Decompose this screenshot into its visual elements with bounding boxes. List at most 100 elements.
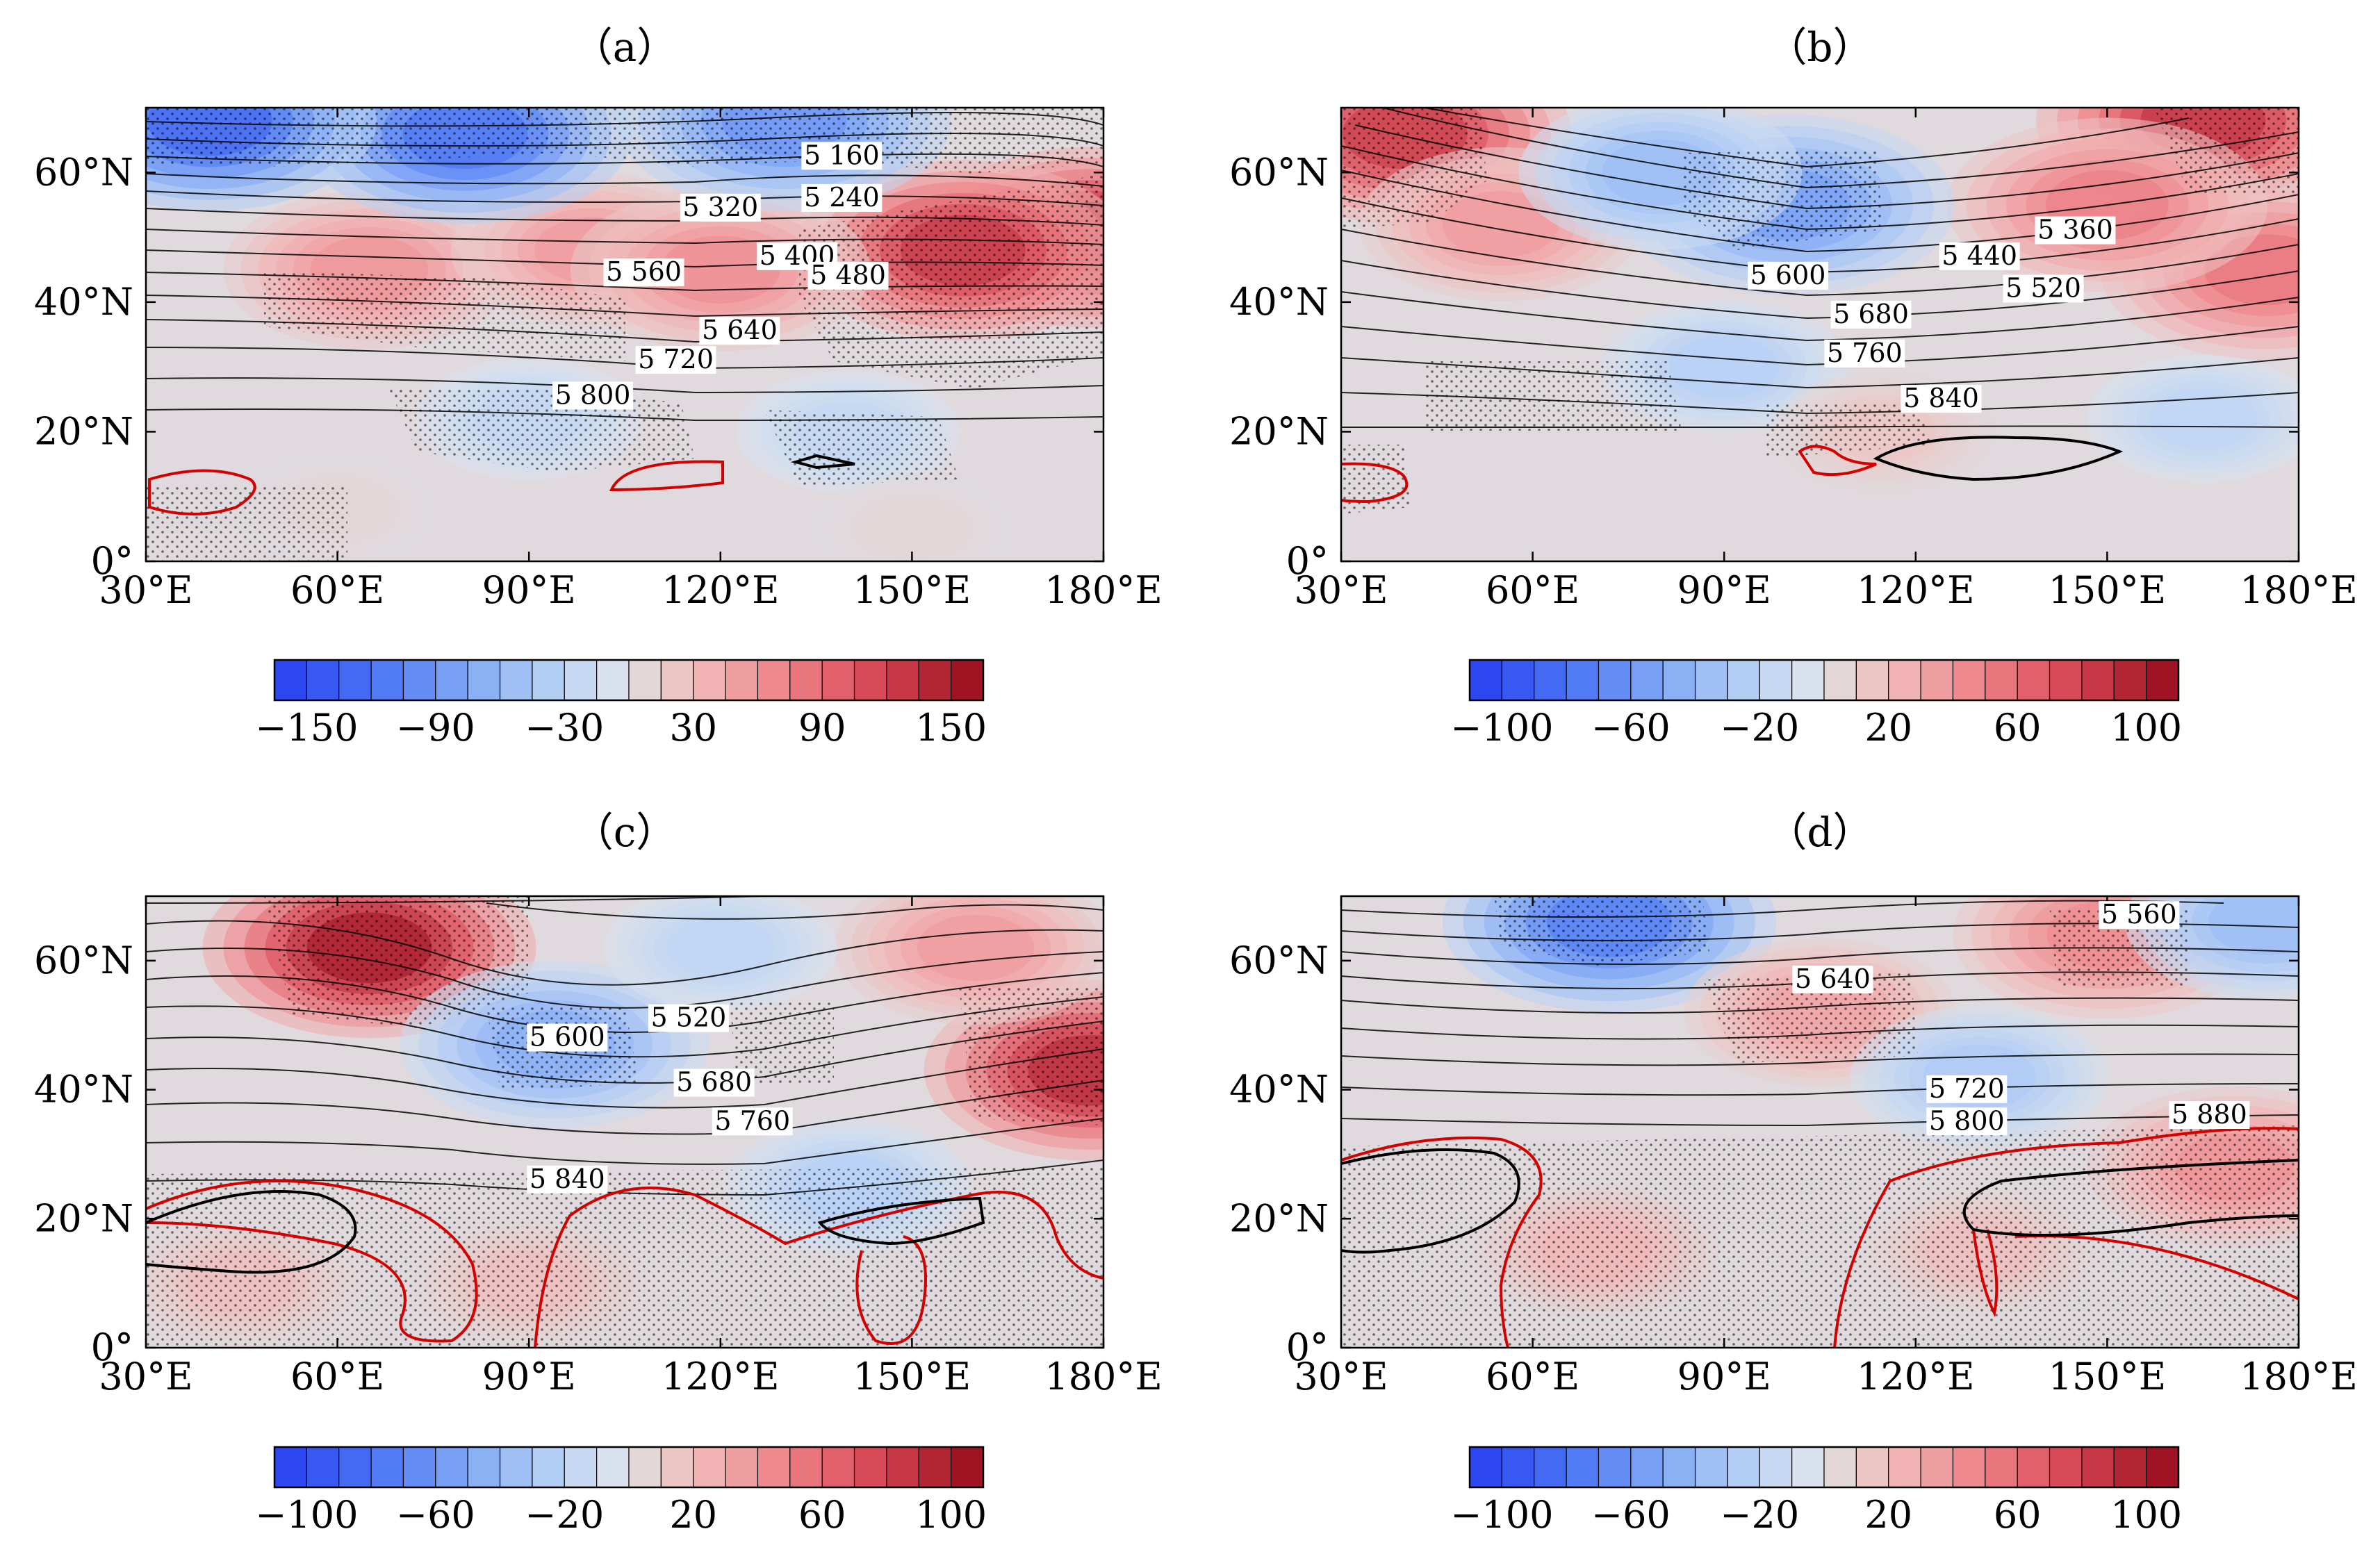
colorbar-segment bbox=[757, 1446, 791, 1488]
red-contour-d-1 bbox=[1341, 1137, 1543, 1348]
colorbar-segment bbox=[2017, 1446, 2051, 1488]
anomaly-blob-2 bbox=[917, 914, 1035, 981]
colorbar-segment bbox=[1694, 659, 1728, 701]
stippling-a-6 bbox=[146, 486, 347, 561]
contour-label: 5 640 bbox=[1795, 964, 1871, 994]
y-tick-label: 0° bbox=[1286, 539, 1329, 583]
contour-label-bg bbox=[801, 183, 883, 212]
colorbar-segment bbox=[2049, 1446, 2083, 1488]
colorbar-tick-label: −20 bbox=[1720, 706, 1799, 750]
map-a bbox=[146, 108, 1103, 561]
contour-label-bg bbox=[527, 1165, 608, 1193]
colorbar-segment bbox=[274, 659, 307, 701]
contour-label-bg bbox=[2035, 216, 2116, 245]
colorbar-segment bbox=[2049, 659, 2083, 701]
colorbar-tick-label: −20 bbox=[525, 1493, 604, 1537]
colorbar-c: −100 −60 −20 20 60 100 bbox=[255, 1446, 987, 1537]
colorbar-segment bbox=[1694, 1446, 1728, 1488]
colorbar-segment bbox=[918, 1446, 952, 1488]
stippling-b-1 bbox=[1341, 108, 1487, 229]
panel-title-d: （d） bbox=[1766, 809, 1873, 856]
colorbar-segment bbox=[1888, 659, 1921, 701]
anomaly-blob-8 bbox=[2149, 388, 2258, 450]
map-c bbox=[146, 896, 1103, 1348]
colorbar-segment bbox=[2146, 659, 2179, 701]
colorbar-segment bbox=[1759, 659, 1793, 701]
colorbar-segment bbox=[1469, 659, 1502, 701]
red-contour-b-1 bbox=[1341, 462, 1409, 504]
colorbar-segment bbox=[1727, 1446, 1760, 1488]
x-tick-label: 180°E bbox=[2240, 568, 2358, 612]
colorbar-segment bbox=[596, 1446, 630, 1488]
map-frame-c bbox=[145, 895, 1105, 1349]
colorbar-segment bbox=[1952, 659, 1986, 701]
y-tick-label: 40°N bbox=[34, 280, 133, 324]
contour-label: 5 760 bbox=[714, 1105, 790, 1136]
colorbar-segment bbox=[467, 1446, 501, 1488]
colorbar-segment bbox=[402, 1446, 436, 1488]
contour-label: 5 560 bbox=[606, 256, 682, 287]
contour-label-bg bbox=[801, 142, 883, 170]
contour-label-bg bbox=[648, 1004, 729, 1032]
y-tick-label: 40°N bbox=[34, 1068, 133, 1112]
height-contours-a bbox=[146, 112, 1103, 422]
anomaly-blob-4 bbox=[660, 236, 780, 304]
black-contour-d-1 bbox=[1341, 1148, 1520, 1254]
x-tick-label: 120°E bbox=[1857, 1355, 1975, 1398]
contour-label: 5 800 bbox=[555, 379, 631, 410]
colorbar-segment bbox=[918, 659, 952, 701]
contour-label: 5 840 bbox=[530, 1164, 605, 1194]
colorbar-tick-label: 150 bbox=[915, 706, 987, 750]
colorbar-segment bbox=[532, 1446, 565, 1488]
x-tick-label: 120°E bbox=[662, 568, 780, 612]
contour-label: 5 680 bbox=[676, 1067, 752, 1098]
black-contour-c-2 bbox=[817, 1196, 985, 1246]
colorbar-segment bbox=[2081, 1446, 2115, 1488]
colorbar-segment bbox=[1566, 1446, 1600, 1488]
colorbar-segment bbox=[338, 659, 372, 701]
colorbar-segment bbox=[1791, 659, 1825, 701]
anomaly-blob-7 bbox=[1668, 335, 1780, 399]
red-contour-c-2 bbox=[534, 1187, 1103, 1348]
x-tick-label: 30°E bbox=[1294, 568, 1388, 612]
colorbar-segment bbox=[693, 659, 726, 701]
colorbar-segment bbox=[660, 659, 694, 701]
contour-label-bg bbox=[2169, 1101, 2250, 1129]
contour-label: 5 880 bbox=[2172, 1099, 2247, 1130]
colorbar-segment bbox=[789, 1446, 823, 1488]
contour-label-bg bbox=[1901, 385, 1982, 413]
stippling-b-3 bbox=[2154, 108, 2299, 195]
colorbar-segment bbox=[370, 1446, 404, 1488]
colorbar-segment bbox=[2146, 1446, 2179, 1488]
colorbar-tick-label: −60 bbox=[396, 1493, 475, 1537]
panel-d: （d） 30°E 6 bbox=[1229, 809, 2358, 1398]
red-contour-b-2 bbox=[1798, 445, 1877, 477]
red-contour-c-1 bbox=[146, 1180, 478, 1343]
black-contour-c-1 bbox=[146, 1190, 357, 1274]
colorbar-segment bbox=[1598, 1446, 1632, 1488]
black-contour-b bbox=[1873, 436, 2124, 481]
colorbar-tick-label: 60 bbox=[798, 1493, 846, 1537]
colorbar-segment bbox=[1823, 659, 1857, 701]
colorbar-segment bbox=[693, 1446, 726, 1488]
colorbar-segment bbox=[499, 659, 533, 701]
colorbar-segment bbox=[1662, 659, 1696, 701]
y-tick-label: 0° bbox=[1286, 1325, 1329, 1369]
colorbar-segment bbox=[1888, 1446, 1921, 1488]
contour-label: 5 760 bbox=[1827, 338, 1903, 368]
x-tick-label: 150°E bbox=[2049, 1355, 2167, 1398]
y-tick-label: 60°N bbox=[34, 939, 133, 982]
x-tick-label: 120°E bbox=[1857, 568, 1975, 612]
contour-label: 5 600 bbox=[530, 1022, 605, 1052]
colorbar-segment bbox=[1534, 1446, 1567, 1488]
colorbar-frame bbox=[1468, 659, 2180, 702]
colorbar-segment bbox=[1823, 1446, 1857, 1488]
colorbar-tick-label: 100 bbox=[2110, 1493, 2182, 1537]
colorbar-tick-label: −60 bbox=[1591, 706, 1671, 750]
contour-label-bg bbox=[1824, 339, 1905, 367]
colorbar-segment bbox=[1855, 659, 1889, 701]
x-tick-label: 60°E bbox=[290, 568, 384, 612]
x-tick-label: 30°E bbox=[1294, 1355, 1388, 1398]
y-tick-label: 20°N bbox=[1229, 1196, 1329, 1240]
contour-label: 5 360 bbox=[2037, 215, 2113, 245]
